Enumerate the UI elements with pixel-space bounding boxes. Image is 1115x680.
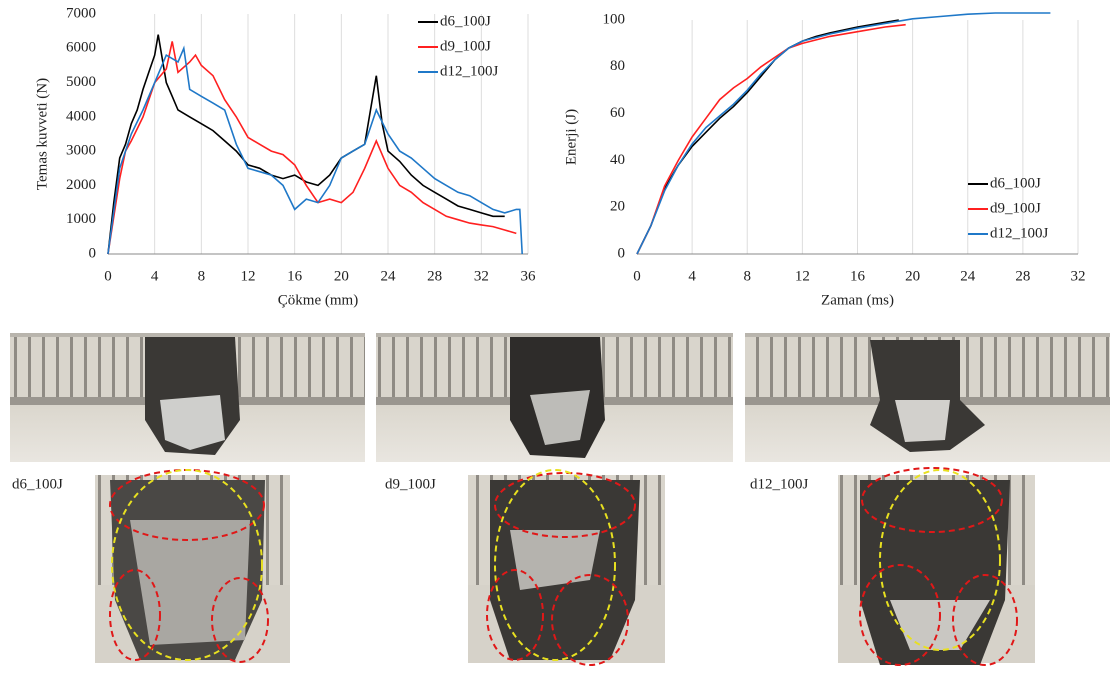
x-tick-label: 0 [633, 268, 641, 284]
x-tick-label: 4 [151, 268, 159, 284]
x-tick-label: 28 [427, 268, 442, 284]
x-axis-label: Çökme (mm) [278, 292, 358, 308]
x-tick-label: 4 [688, 268, 696, 284]
x-tick-label: 16 [850, 268, 866, 284]
line-series [107, 34, 505, 255]
line-series [636, 23, 906, 255]
legend-label: d9_100J [440, 38, 491, 54]
y-tick-label: 5000 [66, 74, 96, 90]
legend-label: d12_100J [440, 63, 499, 79]
y-axis-label: Temas kuvveti (N) [34, 78, 50, 190]
x-tick-label: 20 [334, 268, 349, 284]
x-tick-label: 8 [744, 268, 752, 284]
photo-top [10, 333, 365, 462]
x-tick-label: 12 [795, 268, 810, 284]
legend-label: d6_100J [990, 175, 1041, 191]
x-tick-label: 32 [474, 268, 489, 284]
photos: d6_100J d9_100J d12_100J [10, 333, 1110, 666]
y-tick-label: 20 [610, 199, 625, 215]
y-tick-label: 60 [610, 105, 625, 121]
y-tick-label: 0 [618, 245, 626, 261]
photo-top [745, 333, 1110, 462]
x-axis-label: Zaman (ms) [821, 292, 894, 308]
y-tick-label: 80 [610, 58, 625, 74]
y-tick-label: 4000 [66, 108, 96, 124]
y-tick-label: 1000 [66, 211, 96, 227]
photo-label: d6_100J [12, 476, 63, 492]
y-tick-label: 3000 [66, 143, 96, 159]
y-axis-label: Enerji (J) [563, 109, 579, 165]
x-tick-label: 12 [241, 268, 256, 284]
legend-label: d9_100J [990, 200, 1041, 216]
line-series [636, 12, 1051, 255]
photo-bottom [95, 469, 290, 663]
photo-top [376, 333, 733, 462]
photo-bottom [838, 467, 1035, 666]
y-tick-label: 0 [89, 245, 97, 261]
x-tick-label: 36 [521, 268, 537, 284]
line-series [107, 45, 523, 255]
y-tick-label: 40 [610, 152, 625, 168]
legend-label: d12_100J [990, 225, 1049, 241]
photo-bottom [468, 469, 665, 666]
x-tick-label: 0 [104, 268, 112, 284]
x-tick-label: 16 [287, 268, 303, 284]
x-tick-label: 28 [1015, 268, 1030, 284]
y-tick-label: 7000 [66, 5, 96, 21]
legend-label: d6_100J [440, 13, 491, 29]
photo-label: d12_100J [750, 476, 809, 492]
line-series [107, 41, 517, 255]
x-tick-label: 8 [198, 268, 206, 284]
x-tick-label: 32 [1071, 268, 1086, 284]
x-tick-label: 20 [905, 268, 920, 284]
y-tick-label: 2000 [66, 177, 96, 193]
line-series [636, 19, 899, 255]
y-tick-label: 100 [603, 11, 626, 27]
y-tick-label: 6000 [66, 40, 96, 56]
photo-label: d9_100J [385, 476, 436, 492]
x-tick-label: 24 [381, 268, 397, 284]
x-tick-label: 24 [960, 268, 976, 284]
